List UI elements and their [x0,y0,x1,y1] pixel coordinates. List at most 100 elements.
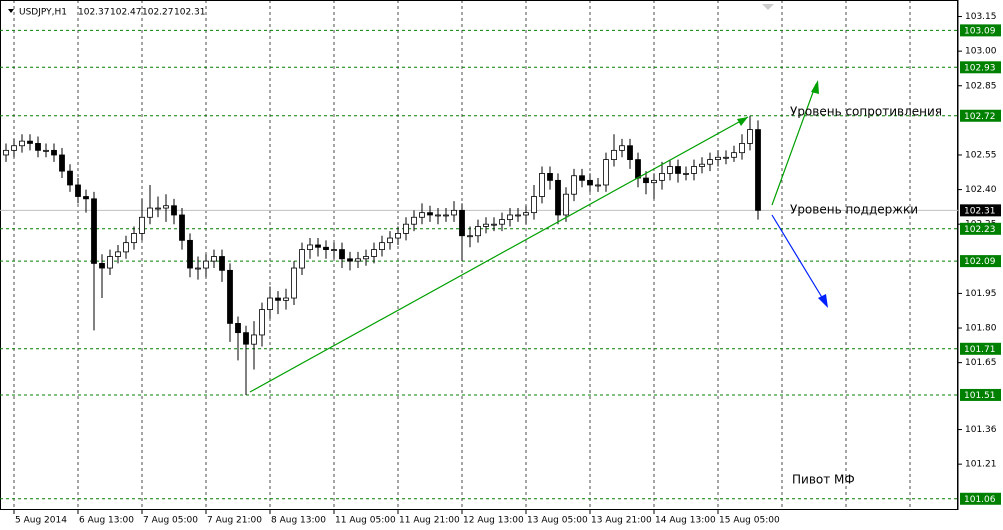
bull-body [147,207,153,218]
y-tick-label: 101.80 [965,324,997,334]
bull-body [355,258,361,262]
y-tick-label: 101.36 [965,425,997,435]
bull-body [19,140,25,147]
arrow-head [811,80,819,94]
bear-body [59,154,65,172]
bull-body [491,223,497,226]
bull-body [259,309,265,336]
menu-triangle[interactable] [8,9,14,13]
level-label-box [960,222,1001,235]
bull-body [211,256,217,262]
bull-body [667,166,673,174]
level-label-box [960,388,1001,401]
bull-body [747,129,753,144]
x-tick-label: 11 Aug 05:00 [335,516,396,526]
bear-body [27,140,33,144]
bull-body [43,149,49,152]
bull-body [595,184,601,187]
annotation: Пивот МФ [792,473,855,487]
candles [3,115,761,395]
x-tick-label: 7 Aug 21:00 [207,516,262,526]
bull-body [379,242,385,250]
bear-body [171,205,177,216]
bear-body [555,179,561,216]
x-tick-label: 14 Aug 13:00 [655,516,716,526]
ohlc-close: 102.31 [174,8,206,18]
y-tick-label: 102.55 [965,150,997,160]
bear-body [219,256,225,271]
bull-body [331,249,337,251]
bear-body [67,170,73,186]
level-label: 102.09 [964,257,996,267]
bull-body [691,166,697,174]
bull-body [139,216,145,234]
y-tick-label: 102.85 [965,81,997,91]
bull-body [395,233,401,239]
bear-body [339,249,345,260]
level-label-box [960,61,1001,74]
bull-body [107,256,113,269]
bull-body [699,163,705,167]
bull-body [155,207,161,210]
bear-body [179,214,185,241]
bull-body [571,175,577,195]
x-tick-label: 15 Aug 05:00 [719,516,780,526]
bear-body [243,332,249,345]
level-label: 102.23 [964,225,996,235]
bull-body [683,173,689,175]
bear-body [427,212,433,216]
bull-body [651,179,657,184]
annotation: Уровень поддержки [790,203,918,217]
annotation: Уровень сопротивления [790,105,942,119]
bear-body [99,263,105,269]
bull-body [563,193,569,216]
bull-body [291,267,297,299]
trend-line [249,116,749,393]
bull-body [403,223,409,234]
bull-body [203,260,209,269]
bull-body [483,223,489,227]
bear-body [643,177,649,184]
bear-body [91,198,97,264]
bull-body [523,212,529,216]
bull-body [283,297,289,301]
bear-body [627,145,633,160]
y-tick-label: 103.00 [965,47,997,57]
bear-body [35,143,41,151]
level-label: 101.71 [964,345,996,355]
level-label-box [960,342,1001,355]
bull-body [299,249,305,269]
level-label: 101.06 [964,495,996,505]
x-tick-label: 11 Aug 21:00 [399,516,460,526]
bull-body [195,267,201,270]
bull-body [731,152,737,158]
levels [0,29,958,500]
x-tick-label: 7 Aug 05:00 [143,516,198,526]
bear-body [51,149,57,156]
bear-body [323,246,329,250]
level-label: 103.09 [964,26,996,36]
shift-marker [762,4,774,10]
bull-body [307,244,313,250]
bear-body [187,239,193,269]
bull-body [451,209,457,216]
level-label-box [960,255,1001,268]
bull-body [739,143,745,154]
y-tick-label: 101.95 [965,289,997,299]
level-label-box [960,24,1001,37]
bull-body [251,334,257,345]
bear-body [547,173,553,181]
bull-body [163,205,169,209]
bull-body [499,219,505,225]
bull-body [419,212,425,218]
bull-body [715,156,721,160]
bear-body [235,323,241,334]
bull-body [723,156,729,159]
bull-body [611,149,617,160]
bull-body [515,214,521,217]
bull-body [603,159,609,186]
bull-body [363,256,369,260]
bear-body [275,297,281,301]
x-tick-label: 13 Aug 05:00 [527,516,588,526]
